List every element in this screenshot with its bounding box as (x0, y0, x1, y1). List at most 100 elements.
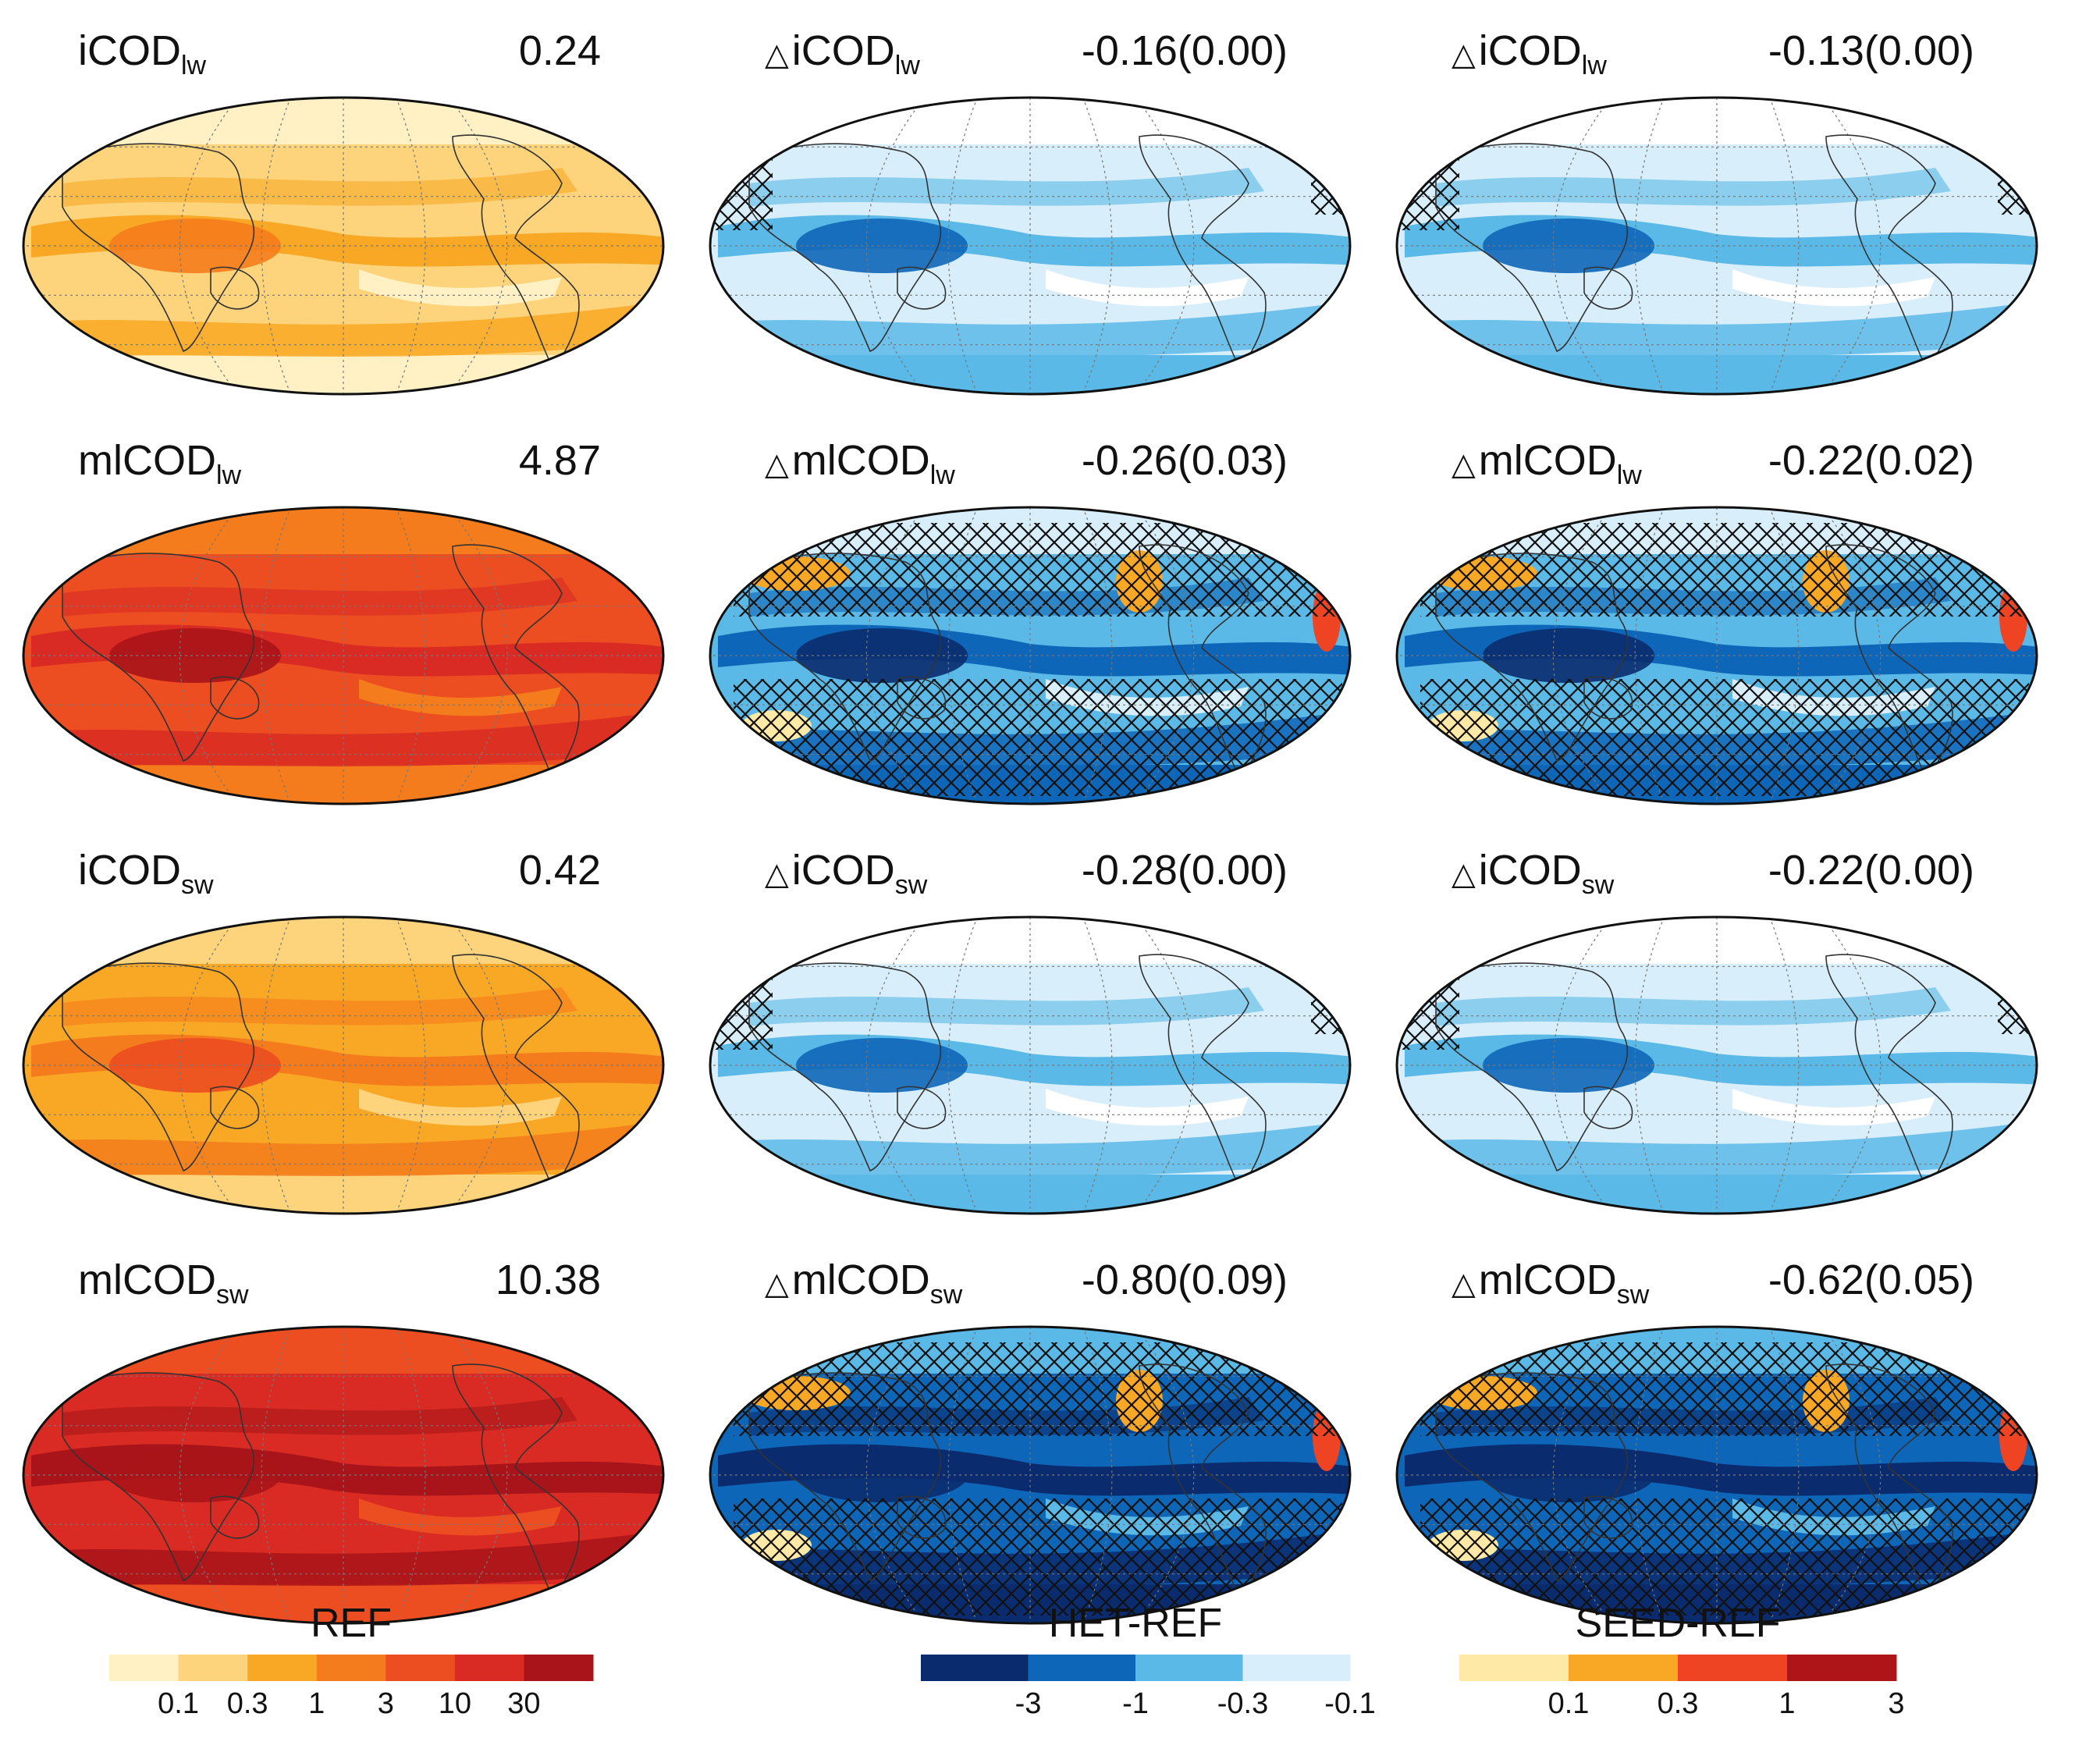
colorbar-tick-label: 0.3 (1657, 1687, 1699, 1720)
map-panel: iCODlw 0.24 (16, 16, 687, 421)
colorbar-tick-label: 0.1 (158, 1687, 199, 1720)
variable-subscript: lw (1581, 51, 1607, 80)
world-map (22, 96, 665, 396)
colorbar-swatch (1787, 1655, 1897, 1681)
variable-name: iCODsw (78, 846, 214, 901)
panel-title: △iCODsw -0.22(0.00) (1389, 835, 2060, 901)
variable-name: mlCODsw (78, 1256, 249, 1310)
panel-title: △iCODlw -0.13(0.00) (1389, 16, 2060, 81)
delta-symbol: △ (765, 1267, 789, 1301)
colorbar-swatch (1459, 1655, 1569, 1681)
map-panel: △mlCODlw -0.26(0.03) (702, 425, 1373, 831)
variable-label: iCOD (78, 847, 181, 894)
colorbar: REF 0.1 0.3 1 3 10 30 (16, 1600, 687, 1756)
variable-label: iCOD (791, 27, 895, 74)
world-map (22, 915, 665, 1215)
colorbar-tick-label: -1 (1122, 1687, 1149, 1720)
colorbar-swatch (1242, 1655, 1351, 1681)
colorbar-tick-label: 1 (308, 1687, 325, 1720)
map-panel: △iCODlw -0.16(0.00) (702, 16, 1373, 421)
variable-label: mlCOD (791, 437, 930, 484)
variable-label: mlCOD (1478, 1257, 1617, 1303)
world-map (1395, 915, 2038, 1215)
map-container (16, 90, 671, 406)
map-container (702, 90, 1358, 406)
map-panel: △mlCODsw -0.80(0.09) (702, 1245, 1373, 1651)
variable-label: iCOD (1478, 27, 1582, 74)
delta-symbol: △ (765, 857, 789, 891)
global-mean-value: 4.87 (518, 437, 601, 484)
global-mean-value: -0.80(0.09) (1081, 1257, 1288, 1303)
colorbar-swatches (1459, 1655, 1897, 1681)
variable-label: mlCOD (1478, 437, 1617, 484)
world-map (1395, 506, 2038, 805)
delta-symbol: △ (1452, 447, 1476, 482)
panel-title: △mlCODlw -0.22(0.02) (1389, 425, 2060, 490)
colorbar-swatch (524, 1655, 594, 1681)
map-panel: △iCODsw -0.22(0.00) (1389, 835, 2060, 1241)
colorbar-tick-label: 30 (507, 1687, 541, 1720)
panel-title: △mlCODlw -0.26(0.03) (702, 425, 1373, 491)
panel-title: mlCODlw 4.87 (16, 425, 687, 491)
variable-label: mlCOD (791, 1257, 930, 1303)
global-mean-value: -0.13(0.00) (1768, 27, 1974, 74)
global-mean-value: 10.38 (495, 1257, 601, 1303)
map-panel: △mlCODlw -0.22(0.02) (1389, 425, 2060, 831)
colorbar-swatch (109, 1655, 179, 1681)
global-mean-value: -0.26(0.03) (1081, 437, 1288, 484)
variable-subscript: sw (215, 1280, 249, 1310)
panel-title: △iCODlw -0.16(0.00) (702, 16, 1373, 81)
variable-subscript: sw (181, 870, 214, 900)
colorbar-swatch (178, 1655, 248, 1681)
variable-name: △iCODsw (765, 846, 927, 901)
variable-subscript: sw (894, 870, 928, 900)
variable-subscript: lw (894, 51, 920, 80)
variable-name: △mlCODsw (765, 1256, 962, 1310)
variable-subscript: lw (181, 51, 207, 80)
variable-subscript: sw (1616, 1280, 1650, 1310)
colorbar-tick-label: 1 (1778, 1687, 1796, 1720)
map-container (1389, 909, 2045, 1225)
colorbar-swatch (921, 1655, 1029, 1681)
delta-symbol: △ (1452, 857, 1476, 891)
map-panel: mlCODsw 10.38 (16, 1245, 687, 1651)
world-map (709, 506, 1352, 805)
colorbar-tick-label: 3 (1888, 1687, 1905, 1720)
variable-label: iCOD (791, 847, 895, 894)
map-panel: △iCODlw -0.13(0.00) (1389, 16, 2060, 421)
variable-name: △iCODsw (1452, 846, 1614, 901)
variable-label: iCOD (78, 27, 181, 74)
colorbar-tick-label: -0.1 (1324, 1687, 1376, 1720)
colorbar-swatch (386, 1655, 456, 1681)
map-container (16, 1319, 671, 1635)
global-mean-value: -0.22(0.02) (1768, 437, 1974, 484)
colorbar-swatch (454, 1655, 524, 1681)
world-map (709, 96, 1352, 396)
variable-name: △iCODlw (765, 27, 920, 81)
variable-label: mlCOD (78, 1257, 216, 1303)
colorbar-tick-label: 10 (438, 1687, 471, 1720)
panel-title: iCODlw 0.24 (16, 16, 687, 80)
colorbar-tick-label: 3 (377, 1687, 394, 1720)
colorbar-tick-label: 0.3 (226, 1687, 268, 1720)
variable-subscript: sw (1581, 870, 1615, 900)
colorbar-swatches (921, 1655, 1351, 1681)
colorbar-tick-label: -0.3 (1217, 1687, 1269, 1720)
colorbar-swatches (109, 1655, 594, 1681)
variable-subscript: lw (1616, 460, 1642, 490)
colorbar-swatch (1028, 1655, 1136, 1681)
variable-name: mlCODlw (78, 436, 241, 491)
variable-subscript: lw (929, 460, 955, 490)
variable-subscript: sw (929, 1280, 963, 1310)
delta-symbol: △ (765, 37, 789, 72)
global-mean-value: 0.24 (518, 27, 601, 74)
colorbar-swatch (1135, 1655, 1243, 1681)
variable-subscript: lw (215, 460, 242, 490)
variable-name: △iCODlw (1452, 27, 1607, 81)
colorbar-tick-label: -3 (1014, 1687, 1042, 1720)
global-mean-value: -0.28(0.00) (1081, 847, 1288, 894)
map-panel: △mlCODsw -0.62(0.05) (1389, 1245, 2060, 1651)
world-map (1395, 96, 2038, 396)
panel-title: mlCODsw 10.38 (16, 1245, 687, 1310)
variable-name: △mlCODlw (765, 436, 955, 491)
